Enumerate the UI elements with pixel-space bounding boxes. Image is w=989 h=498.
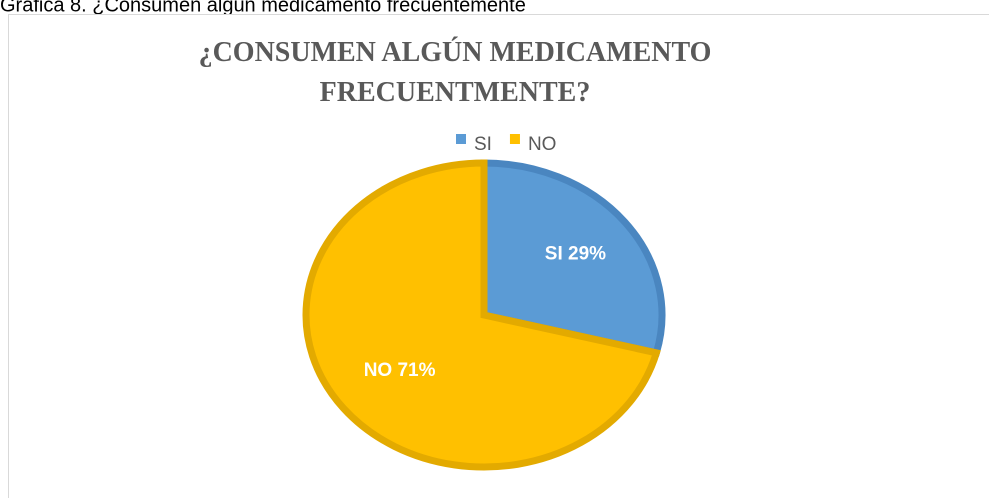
pie-slice (480, 159, 666, 357)
caption: Gráfica 8. ¿Consumen algún medicamento f… (0, 0, 526, 16)
legend-label: SI (474, 134, 492, 155)
pie-slice (302, 159, 661, 471)
legend-swatch (456, 134, 466, 144)
legend-label: NO (528, 134, 557, 155)
data-label: SI 29% (545, 243, 606, 264)
legend-swatch (509, 134, 520, 144)
chart-title: ¿CONSUMEN ALGÚN MEDICAMENTO FRECUENTMENTE… (199, 37, 712, 108)
data-label: NO 71% (364, 360, 436, 381)
